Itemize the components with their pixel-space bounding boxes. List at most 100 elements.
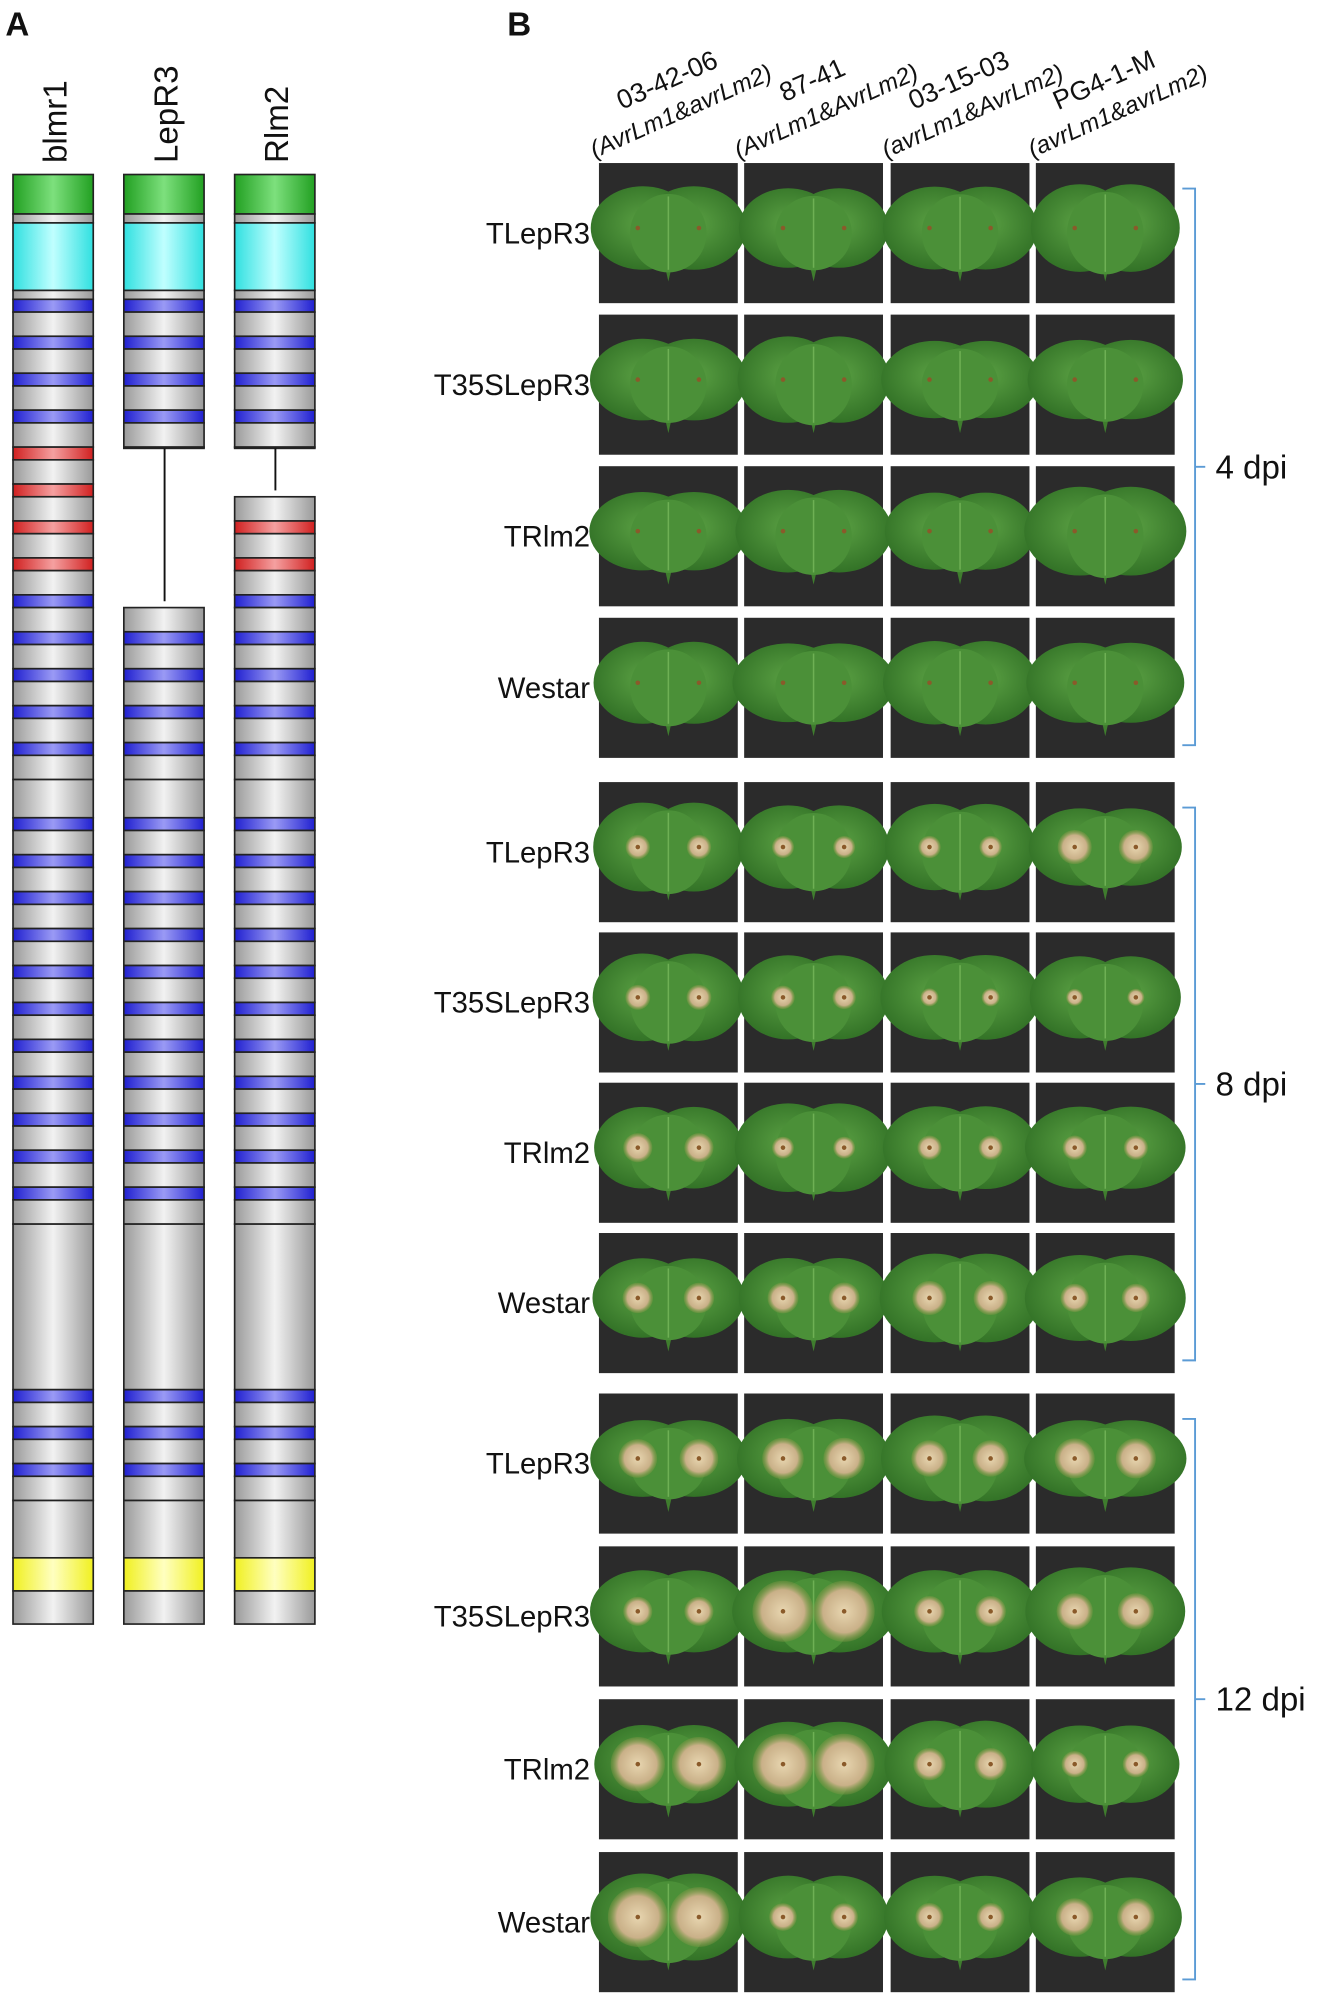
- inoculation-point: [780, 1761, 786, 1767]
- inoculation-point: [1133, 995, 1139, 1000]
- inoculation-point: [927, 225, 932, 231]
- inoculation-point: [1133, 1456, 1139, 1461]
- leaf-photo: [1031, 1699, 1180, 1840]
- leaf-photo: [732, 617, 895, 758]
- inoculation-point: [780, 1609, 786, 1614]
- panel-label: A: [5, 7, 29, 44]
- inoculation-point: [635, 1914, 641, 1920]
- domain-segment: [122, 1590, 205, 1625]
- domain-segment: [12, 289, 95, 301]
- inoculation-point: [780, 680, 786, 686]
- inoculation-point: [635, 680, 641, 686]
- leaf-photo: [884, 1852, 1037, 1993]
- domain-segment: [122, 1051, 205, 1078]
- domain-segment: [233, 1125, 316, 1152]
- leaf-photo: [1024, 1233, 1186, 1374]
- leaf-photo: [881, 314, 1039, 455]
- inoculation-point: [1133, 1914, 1139, 1920]
- domain-segment: [233, 1401, 316, 1428]
- domain-segment: [122, 298, 205, 313]
- inoculation-point: [841, 1609, 847, 1614]
- domain-segment: [12, 1149, 95, 1164]
- inoculation-point: [927, 528, 932, 534]
- leaf-photo: [882, 1082, 1038, 1223]
- domain-segment: [233, 927, 316, 943]
- leaf-photo: [592, 932, 745, 1073]
- domain-segment: [122, 1556, 205, 1592]
- leaf-photo: [592, 1233, 745, 1374]
- domain-segment: [12, 372, 95, 387]
- domain-segment: [122, 903, 205, 930]
- domain-segment: [12, 1075, 95, 1090]
- inoculation-point: [780, 1295, 786, 1301]
- inoculation-point: [1072, 680, 1077, 686]
- leaf-photo: [593, 782, 744, 923]
- domain-segment: [12, 927, 95, 943]
- inoculation-point: [988, 1456, 993, 1461]
- inoculation-point: [841, 1914, 847, 1920]
- domain-segment: [122, 348, 205, 375]
- domain-segment: [233, 298, 316, 313]
- inoculation-point: [635, 1609, 641, 1614]
- row-label: TLepR3: [486, 836, 590, 869]
- leaf-photo: [884, 1699, 1036, 1840]
- row-label: Westar: [498, 1906, 590, 1939]
- domain-segment: [233, 1556, 316, 1592]
- domain-segment: [122, 1038, 205, 1053]
- inoculation-point: [780, 377, 786, 382]
- domain-segment: [233, 816, 316, 832]
- domain-segment: [12, 594, 95, 609]
- inoculation-point: [1133, 844, 1139, 850]
- domain-segment: [122, 866, 205, 893]
- domain-segment: [12, 1051, 95, 1078]
- domain-segment: [233, 964, 316, 980]
- domain-segment: [233, 890, 316, 906]
- inoculation-point: [841, 377, 847, 382]
- inoculation-point: [927, 680, 932, 686]
- inoculation-point: [635, 1295, 641, 1301]
- panel-label: B: [507, 7, 531, 44]
- inoculation-point: [635, 225, 641, 231]
- inoculation-point: [780, 1145, 786, 1150]
- inoculation-point: [1072, 1295, 1077, 1301]
- leaf-photo: [1026, 617, 1185, 758]
- domain-segment: [122, 409, 205, 424]
- domain-segment: [233, 1162, 316, 1188]
- leaf-photo: [882, 163, 1038, 304]
- domain-segment: [12, 1223, 95, 1391]
- row-label: TRlm2: [504, 1137, 590, 1170]
- domain-segment: [122, 977, 205, 1004]
- domain-segment: [12, 778, 95, 819]
- gene-name: Rlm2: [259, 86, 296, 163]
- domain-segment: [122, 1014, 205, 1041]
- row-label: Westar: [498, 672, 590, 705]
- gene-structure: blmr1: [12, 80, 95, 1625]
- inoculation-point: [635, 1456, 641, 1461]
- domain-segment: [12, 1425, 95, 1441]
- domain-segment: [12, 532, 95, 559]
- domain-segment: [122, 1001, 205, 1017]
- domain-segment: [12, 1001, 95, 1017]
- row-label: TLepR3: [486, 1448, 590, 1481]
- domain-segment: [12, 422, 95, 448]
- inoculation-point: [1072, 1609, 1077, 1614]
- domain-segment: [233, 940, 316, 967]
- inoculation-point: [1133, 225, 1139, 231]
- inoculation-point: [1133, 1761, 1139, 1767]
- leaf-photo: [589, 466, 748, 607]
- domain-segment: [122, 816, 205, 832]
- domain-segment: [12, 1199, 95, 1225]
- leaf-photo: [1028, 1852, 1182, 1993]
- inoculation-point: [988, 995, 993, 1000]
- domain-segment: [233, 741, 316, 757]
- domain-segment: [233, 557, 316, 572]
- inoculation-point: [696, 1914, 702, 1920]
- domain-segment: [122, 1425, 205, 1441]
- domain-segment: [12, 1038, 95, 1053]
- domain-segment: [122, 1075, 205, 1090]
- domain-segment: [233, 213, 316, 224]
- domain-segment: [122, 422, 205, 448]
- domain-segment: [233, 1438, 316, 1465]
- domain-segment: [233, 1001, 316, 1017]
- inoculation-point: [927, 995, 932, 1000]
